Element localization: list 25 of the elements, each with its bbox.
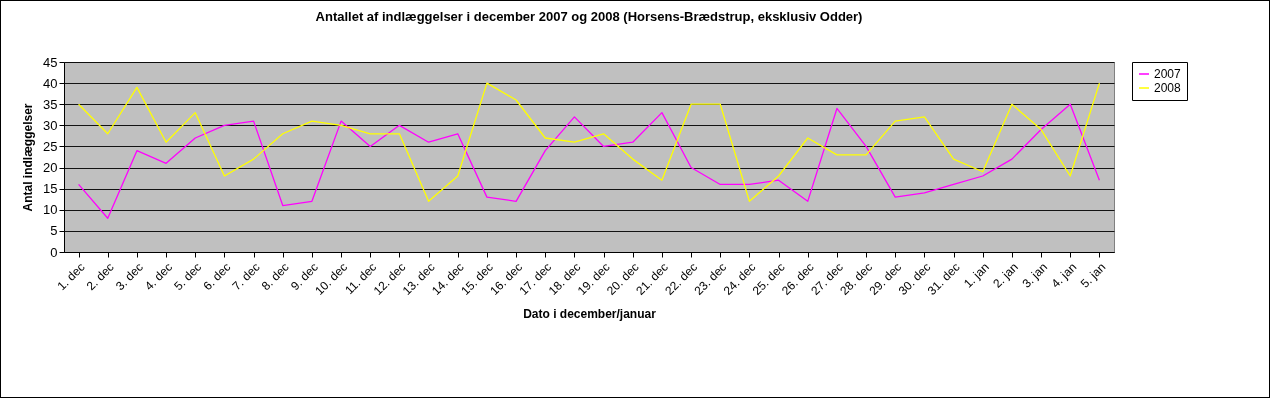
line-series — [77, 82, 1101, 202]
y-tick-label: 20 — [43, 160, 58, 176]
legend-label: 2007 — [1154, 67, 1182, 81]
y-tick-label: 10 — [43, 202, 58, 218]
x-tick-label: 5. jan — [1077, 260, 1109, 291]
x-tick-label: 5. dec — [171, 260, 205, 294]
x-tick-label: 7. dec — [229, 260, 263, 294]
line-series — [77, 103, 1101, 219]
x-axis-title: Dato i december/januar — [523, 307, 657, 322]
chart-title: Antallet af indlæggelser i december 2007 og 2008 (Horsens-Brædstrup, eksklusiv Odder) — [315, 9, 863, 24]
y-tick-label: 0 — [50, 244, 58, 260]
x-tick-label: 2. jan — [990, 260, 1021, 291]
x-tick-label: 3. jan — [1019, 260, 1051, 291]
y-tick-label: 5 — [50, 223, 58, 239]
y-tick-label: 40 — [43, 75, 58, 91]
x-tick-label: 1. dec — [54, 260, 88, 294]
x-tick-label: 1. jan — [961, 260, 992, 291]
y-tick-label: 35 — [43, 96, 58, 112]
y-tick-label: 15 — [43, 181, 58, 197]
y-tick-label: 30 — [43, 117, 58, 133]
y-tick-label: 45 — [43, 54, 58, 70]
legend-label: 2008 — [1154, 81, 1182, 95]
x-tick-label: 4. jan — [1048, 260, 1080, 291]
y-tick-label: 25 — [43, 138, 58, 154]
y-axis-title: Antal indlæggelser — [21, 103, 36, 212]
